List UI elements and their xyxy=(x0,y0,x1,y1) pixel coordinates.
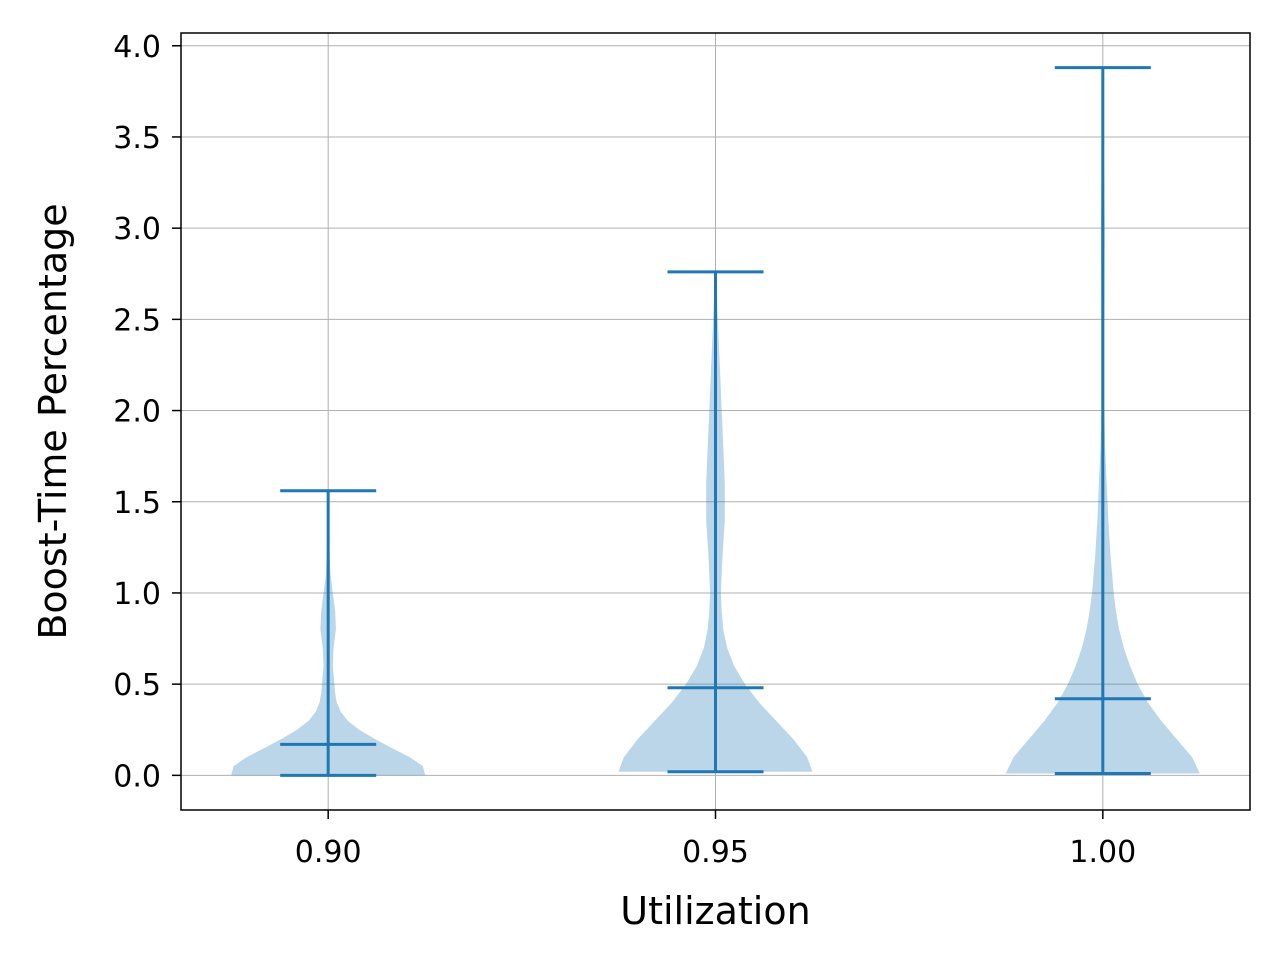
x-axis-label: Utilization xyxy=(620,889,810,933)
x-tick-label-0: 0.90 xyxy=(295,835,362,870)
y-tick-label-6: 3.0 xyxy=(113,212,161,247)
y-tick-label-5: 2.5 xyxy=(113,303,161,338)
x-tick-label-1: 0.95 xyxy=(682,835,749,870)
axis-ticks: 0.90 0.95 1.00 0.0 0.5 1.0 1.5 2.0 2.5 3.0 3.5 4.0 xyxy=(113,30,1136,870)
x-tick-label-2: 1.00 xyxy=(1069,835,1136,870)
y-tick-label-4: 2.0 xyxy=(113,395,161,430)
y-tick-label-8: 4.0 xyxy=(113,30,161,65)
y-tick-label-3: 1.5 xyxy=(113,486,161,521)
y-tick-label-2: 1.0 xyxy=(113,577,161,612)
y-axis-label: Boost-Time Percentage xyxy=(31,203,75,639)
violins xyxy=(231,66,1200,777)
y-tick-label-7: 3.5 xyxy=(113,121,161,156)
y-tick-label-0: 0.0 xyxy=(113,759,161,794)
y-tick-label-1: 0.5 xyxy=(113,668,161,703)
